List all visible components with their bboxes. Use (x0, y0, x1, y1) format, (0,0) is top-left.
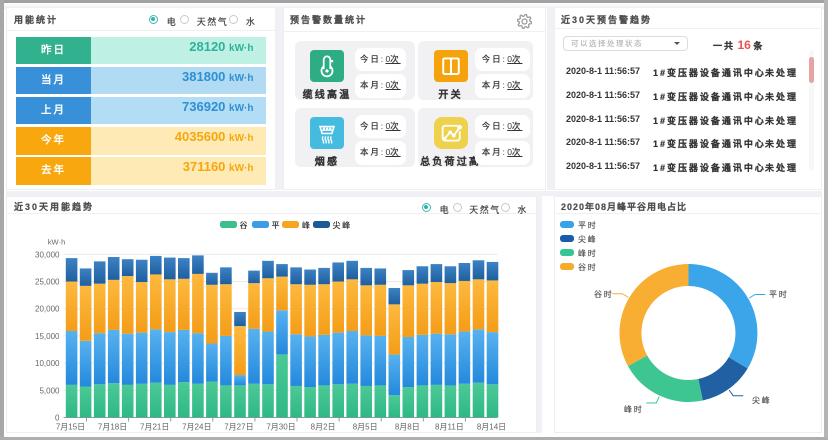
svg-text:7月27日: 7月27日 (224, 423, 253, 432)
svg-text:5,000: 5,000 (39, 386, 60, 395)
svg-text:20,000: 20,000 (35, 305, 60, 314)
svg-text:8月2日: 8月2日 (311, 423, 336, 432)
svg-text:7月30日: 7月30日 (266, 423, 295, 432)
svg-text:0: 0 (55, 414, 60, 423)
svg-text:7月24日: 7月24日 (182, 423, 211, 432)
svg-text:8月5日: 8月5日 (353, 423, 378, 432)
svg-text:25,000: 25,000 (35, 278, 60, 287)
svg-text:8月11日: 8月11日 (435, 423, 464, 432)
svg-text:7月15日: 7月15日 (56, 423, 85, 432)
svg-text:8月8日: 8月8日 (395, 423, 420, 432)
svg-text:10,000: 10,000 (35, 359, 60, 368)
svg-text:30,000: 30,000 (35, 250, 60, 259)
svg-text:8月14日: 8月14日 (477, 423, 506, 432)
svg-text:7月21日: 7月21日 (140, 423, 169, 432)
svg-text:kW·h: kW·h (48, 237, 66, 246)
svg-text:7月18日: 7月18日 (98, 423, 127, 432)
svg-text:15,000: 15,000 (35, 332, 60, 341)
